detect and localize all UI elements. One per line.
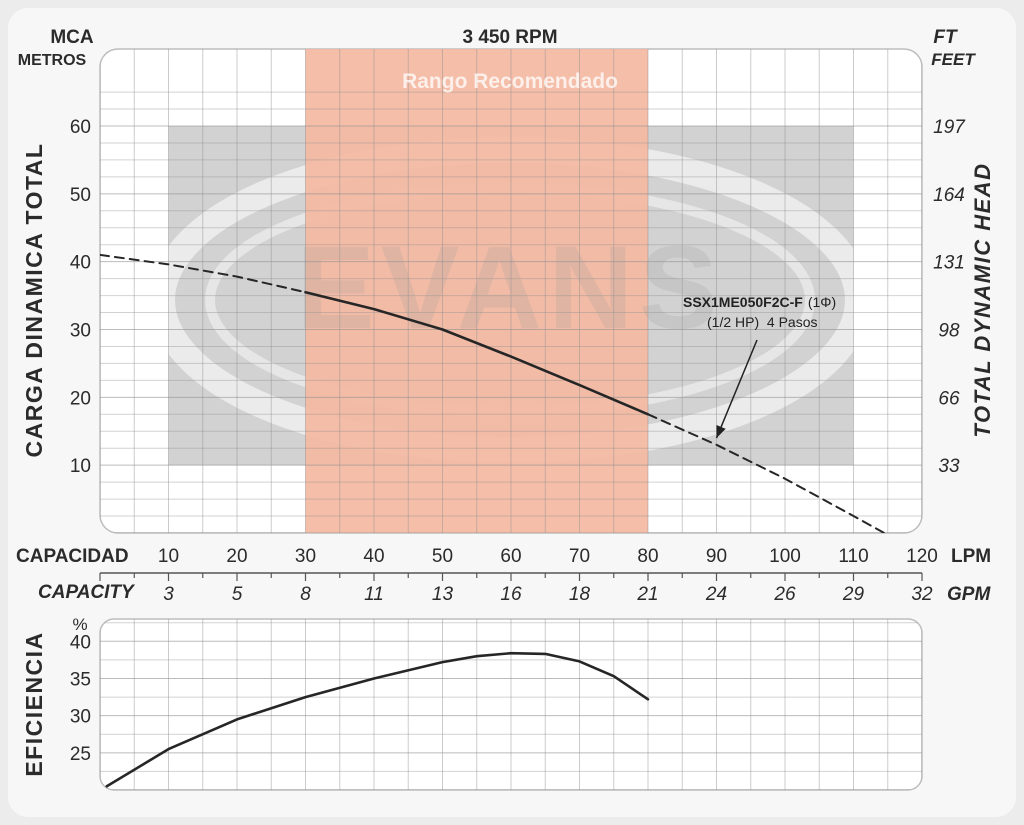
x-lpm-tick-label: 60 [500, 546, 521, 567]
head-curve-segment-dashed [647, 413, 886, 533]
efficiency-axis-label: EFICIENCIA [21, 631, 47, 776]
head-y-tick-label-ft: 131 [933, 253, 965, 274]
head-y-tick-label-ft: 98 [938, 321, 960, 342]
eff-y-tick-label: 40 [70, 632, 91, 653]
x-gpm-unit: GPM [947, 584, 991, 605]
x-lpm-tick-label: 30 [295, 546, 316, 567]
head-y-tick-label-ft: 197 [933, 117, 966, 138]
x-lpm-tick-label: 50 [432, 546, 453, 567]
x-gpm-tick-label: 11 [364, 584, 384, 605]
left-unit-top: MCA [50, 27, 94, 48]
head-y-tick-label-ft: 66 [938, 388, 960, 409]
rpm-label: 3 450 RPM [462, 27, 557, 48]
x-gpm-tick-label: 21 [636, 584, 658, 605]
head-curve-lines [100, 253, 886, 533]
head-y-tick-label: 20 [70, 388, 91, 409]
x-gpm-tick-label: 8 [300, 584, 311, 605]
efficiency-unit: % [72, 615, 87, 634]
head-curve-segment-dashed [100, 253, 307, 294]
annotation-model: SSX1ME050F2C-F [683, 294, 803, 310]
x-gpm-tick-label: 18 [569, 584, 591, 605]
head-y-tick-label: 30 [70, 321, 91, 342]
model-annotation: SSX1ME050F2C-F (1Φ) (1/2 HP) 4 Pasos [683, 294, 836, 439]
left-unit-bottom: METROS [18, 52, 87, 69]
x-lpm-tick-label: 10 [158, 546, 179, 567]
y-axis-label: CARGA DINAMICA TOTAL [21, 143, 47, 458]
head-grid [100, 49, 922, 533]
annotation-arrowhead [716, 425, 726, 439]
x-gpm-tick-label: 5 [232, 584, 243, 605]
x-lpm-tick-label: 70 [569, 546, 590, 567]
x-gpm-tick-label: 3 [163, 584, 174, 605]
annotation-arrow [715, 339, 758, 439]
head-y-tick-label: 50 [70, 185, 91, 206]
annotation-spec: (1/2 HP) 4 Pasos [707, 314, 818, 330]
right-unit-bottom: FEET [931, 50, 976, 69]
right-unit-top: FT [933, 27, 958, 48]
head-y-tick-label: 40 [70, 253, 91, 274]
x-gpm-tick-label: 26 [773, 584, 796, 605]
x-axis-ticks: 10 20 30 40 50 60 70 80 90 100 110 120 3 5 8 11 13 16 18 21… [99, 546, 938, 605]
x-lpm-label: CAPACIDAD [16, 546, 129, 567]
head-y-ticks: 10 20 30 40 50 60 33 66 98 131 164 197 [70, 117, 966, 477]
x-gpm-tick-label: 16 [500, 584, 522, 605]
recommended-range-label: Rango Recomendado [402, 70, 618, 93]
head-y-tick-label-ft: 33 [938, 456, 960, 477]
annotation-phase: (1Φ) [808, 294, 836, 310]
x-lpm-tick-label: 20 [226, 546, 247, 567]
efficiency-curve [105, 651, 650, 788]
head-y-tick-label: 10 [70, 456, 91, 477]
eff-y-tick-label: 25 [70, 744, 91, 765]
x-gpm-tick-label: 29 [842, 584, 865, 605]
x-gpm-tick-label: 13 [432, 584, 454, 605]
y-axis-label-right: TOTAL DYNAMIC HEAD [970, 162, 995, 437]
head-background-shapes [149, 49, 871, 533]
x-gpm-tick-label: 24 [705, 584, 727, 605]
x-lpm-tick-label: 80 [637, 546, 658, 567]
head-y-tick-label-ft: 164 [933, 185, 965, 206]
efficiency-y-ticks: 25 30 35 40 [70, 632, 91, 765]
efficiency-curve-lines [105, 651, 650, 788]
head-y-tick-label: 60 [70, 117, 91, 138]
eff-y-tick-label: 30 [70, 707, 91, 728]
efficiency-grid [100, 619, 922, 790]
evans-watermark: EVANS [296, 222, 724, 354]
x-lpm-tick-label: 90 [706, 546, 727, 567]
x-lpm-tick-label: 120 [906, 546, 938, 567]
x-gpm-tick-label: 32 [911, 584, 933, 605]
x-gpm-label: CAPACITY [38, 582, 136, 603]
x-lpm-unit: LPM [951, 546, 991, 567]
x-lpm-tick-label: 40 [363, 546, 384, 567]
eff-y-tick-label: 35 [70, 669, 91, 690]
x-lpm-tick-label: 100 [769, 546, 801, 567]
head-curve-segment-solid [304, 290, 650, 416]
x-lpm-tick-label: 110 [838, 546, 868, 567]
annotation-model-line: SSX1ME050F2C-F (1Φ) [683, 294, 836, 310]
recommended-range-band [305, 49, 648, 533]
